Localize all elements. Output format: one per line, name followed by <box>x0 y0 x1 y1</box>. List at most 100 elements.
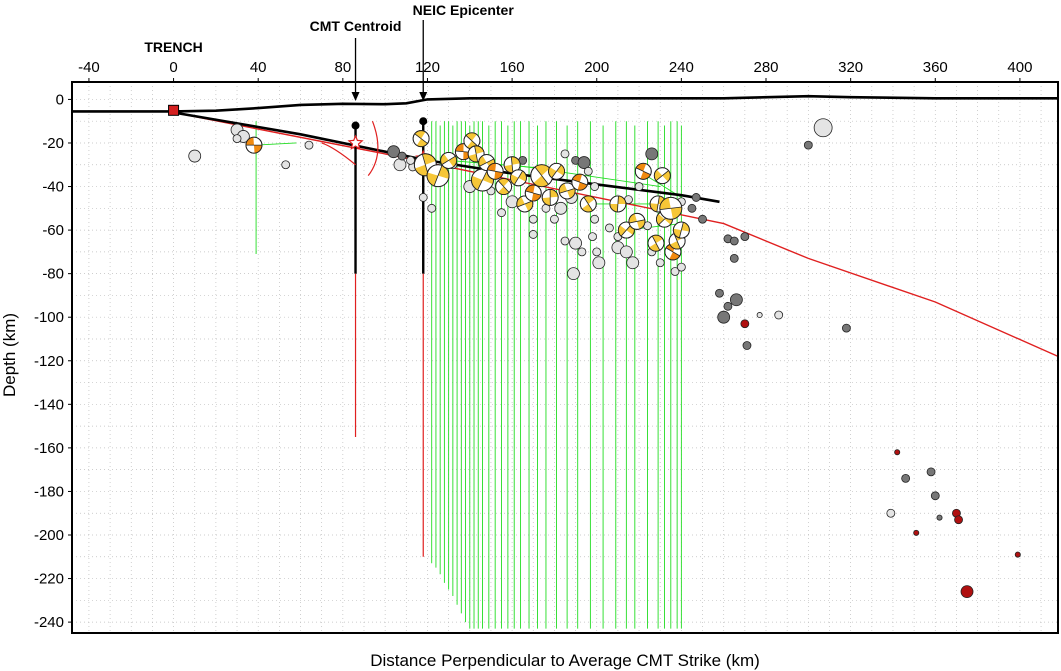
x-tick-label: 40 <box>250 59 267 76</box>
earthquake-event <box>670 267 680 276</box>
mechanism-outline <box>634 162 652 180</box>
x-tick-label: 200 <box>584 59 609 76</box>
mechanism-nodal-plane <box>414 133 428 144</box>
focal-mechanism <box>486 162 504 180</box>
mechanism-quadrant <box>518 170 527 182</box>
y-tick-label: -100 <box>34 309 64 326</box>
mechanism-quadrant <box>440 153 449 165</box>
mechanism-quadrant <box>245 137 254 146</box>
trench-marker <box>168 104 180 116</box>
earthquake-event <box>729 236 739 246</box>
earthquake-event <box>634 182 644 191</box>
mechanism-nodal-plane <box>651 235 661 251</box>
mechanism-outline <box>245 136 263 154</box>
mechanism-quadrant <box>654 169 663 181</box>
mechanism-quadrant <box>455 143 464 152</box>
neic-epicenter-label: NEIC Epicenter <box>413 2 515 18</box>
earthquake-event <box>393 158 407 172</box>
earthquake-event <box>605 223 614 233</box>
mechanism-outline <box>541 188 559 206</box>
mechanism-quadrant <box>548 167 557 178</box>
mechanism-outline <box>516 195 534 213</box>
mechanism-quadrant <box>465 132 477 141</box>
neic-arrowhead <box>419 92 428 101</box>
axis-ticks: -40 0 40 80 120 160 200 240 280 320 360 400 0 -20 -40 -… <box>34 59 1032 631</box>
mechanism-outline <box>440 151 458 169</box>
earthquake-event <box>740 232 750 242</box>
mechanism-quadrant <box>533 175 549 187</box>
earthquake-event <box>592 247 602 257</box>
mechanism-outline <box>647 234 665 252</box>
mechanism-nodal-plane <box>497 180 510 193</box>
earthquake-event <box>281 160 291 170</box>
earthquake-event <box>577 247 587 257</box>
focal-mechanism <box>503 156 521 174</box>
annotations: TRENCH CMT Centroid NEIC Epicenter <box>144 2 514 101</box>
mechanism-nodal-plane <box>635 167 651 176</box>
x-tick-label: 400 <box>1007 59 1032 76</box>
mechanism-quadrant <box>511 156 520 165</box>
cmt-arc <box>367 120 379 177</box>
earthquake-event <box>304 140 314 150</box>
mechanism-quadrant <box>416 138 428 147</box>
earthquake-event <box>774 310 784 320</box>
topography-line <box>72 94 1058 113</box>
earthquake-event <box>590 182 600 191</box>
earthquake-event <box>742 341 752 350</box>
mechanism-outline <box>412 130 430 148</box>
mechanism-quadrant <box>581 203 593 212</box>
focal-mechanism <box>653 167 671 185</box>
earthquake-event <box>567 267 580 281</box>
x-axis-title: Distance Perpendicular to Average CMT St… <box>370 651 760 670</box>
focal-mechanism <box>510 169 527 187</box>
mechanism-quadrant <box>617 195 626 204</box>
earthquake-event <box>232 134 242 144</box>
cmt-centroid-label: CMT Centroid <box>310 18 402 34</box>
mechanism-nodal-plane <box>679 222 684 238</box>
x-tick-label: 320 <box>838 59 863 76</box>
earthquake-event <box>715 288 724 298</box>
earthquake-event <box>560 236 570 246</box>
earthquake-event <box>569 236 582 250</box>
neic-dot <box>419 117 428 126</box>
earthquake-event <box>1014 551 1021 558</box>
mechanism-quadrant <box>609 203 618 212</box>
mechanism-quadrant <box>471 175 483 190</box>
mechanism-quadrant <box>650 203 659 212</box>
earthquake-event <box>813 118 833 138</box>
mechanism-outline <box>617 221 635 239</box>
x-tick-label: 360 <box>923 59 948 76</box>
mechanism-quadrant <box>673 228 682 238</box>
focal-mechanism <box>571 173 589 191</box>
mechanism-quadrant <box>531 193 541 202</box>
mechanism-nodal-plane <box>525 190 542 196</box>
focal-mechanism <box>495 178 513 195</box>
mechanism-outline <box>548 162 565 180</box>
y-tick-label: -220 <box>34 571 64 588</box>
mechanism-quadrant <box>498 186 510 195</box>
x-tick-label: 160 <box>500 59 525 76</box>
mechanism-nodal-plane <box>656 195 660 212</box>
mechanism-outline <box>495 178 513 195</box>
x-tick-label: 120 <box>415 59 440 76</box>
mechanism-outline <box>672 221 690 239</box>
earthquake-event <box>756 312 763 319</box>
focal-mechanism <box>524 184 542 202</box>
cmt-centroid-star <box>347 134 364 150</box>
focal-mechanism <box>463 132 481 150</box>
mechanism-quadrant <box>670 206 682 220</box>
x-tick-label: 280 <box>753 59 778 76</box>
mechanism-quadrant <box>525 185 535 194</box>
earthquake-event <box>397 151 407 161</box>
mechanism-outline <box>579 195 597 213</box>
mechanism-nodal-plane <box>583 197 593 211</box>
mechanism-quadrant <box>556 164 565 176</box>
mechanism-quadrant <box>542 197 551 206</box>
earthquake-event <box>926 467 936 477</box>
focal-mechanism <box>440 151 458 169</box>
earthquake-event <box>729 254 739 263</box>
mechanism-quadrant <box>669 251 680 260</box>
earthquake-event <box>626 256 640 270</box>
